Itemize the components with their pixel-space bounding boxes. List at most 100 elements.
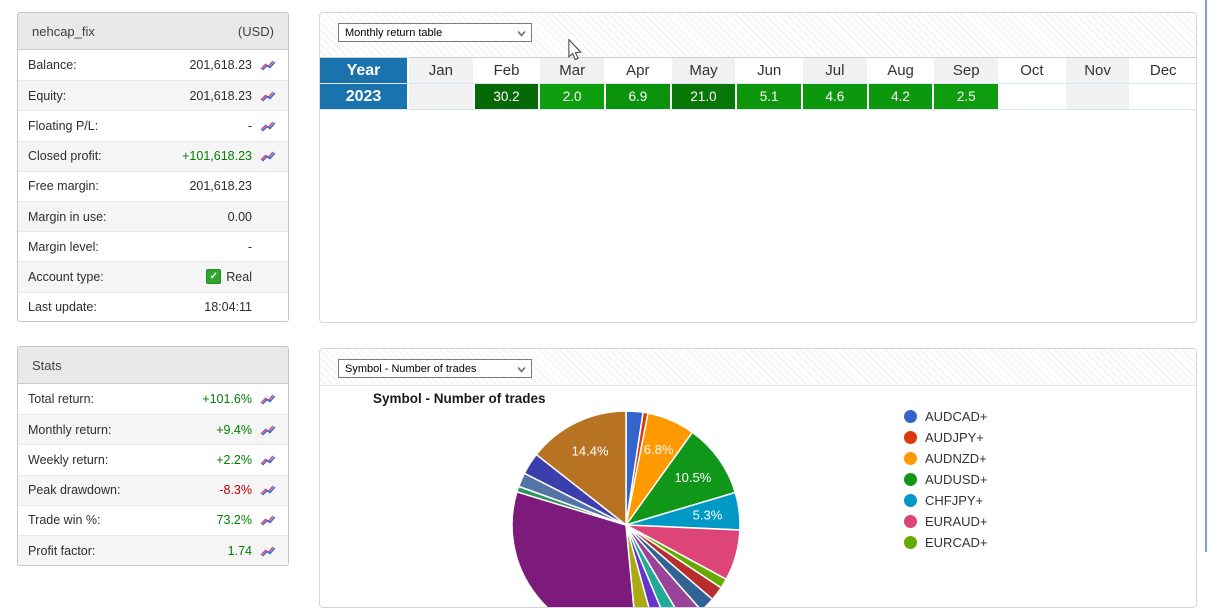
stat-value: 1.74 xyxy=(227,543,252,558)
chart-icon[interactable] xyxy=(260,453,276,466)
stat-label: Balance: xyxy=(28,58,77,73)
stat-row: Profit factor: 1.74 xyxy=(18,534,288,565)
pie-chart[interactable]: 6.8%10.5% 5.3% 14.4% xyxy=(499,404,759,608)
chart-icon[interactable] xyxy=(260,392,276,405)
chart-icon[interactable] xyxy=(260,89,276,102)
account-rows: Balance: 201,618.23 Equity: 201,618.23 Float… xyxy=(18,50,288,321)
stat-value-group: +2.2% xyxy=(216,453,278,467)
month-header-cell: May xyxy=(670,58,737,83)
legend-label: EURAUD+ xyxy=(925,514,988,529)
stat-value: +101,618.23 xyxy=(182,149,252,164)
legend-dot xyxy=(904,410,917,423)
stat-row: Margin in use: 0.00 xyxy=(18,200,288,232)
month-header-cell: Sep xyxy=(933,58,1000,83)
chart-icon-slot xyxy=(260,392,278,406)
stat-label: Account type: xyxy=(28,269,104,284)
stat-value-group: 1.74 xyxy=(228,544,278,558)
stat-label: Weekly return: xyxy=(28,452,109,467)
stat-value: +2.2% xyxy=(216,452,252,467)
legend-item[interactable]: EURCAD+ xyxy=(904,535,988,550)
month-header-cell: Mar xyxy=(539,58,606,83)
chart-icon-slot xyxy=(260,149,278,163)
legend-label: AUDNZD+ xyxy=(925,451,987,466)
return-cell xyxy=(1130,84,1196,109)
month-header-cell: Jun xyxy=(736,58,803,83)
legend-item[interactable]: AUDJPY+ xyxy=(904,430,988,445)
monthly-return-dropdown-value: Monthly return table xyxy=(345,26,443,39)
pie-slice-label: 14.4% xyxy=(572,444,609,459)
stat-value-group: 201,618.23 xyxy=(189,89,278,103)
stat-value-group: 18:04:11 xyxy=(204,300,278,314)
chart-icon[interactable] xyxy=(260,544,276,557)
stat-row: Peak drawdown: -8.3% xyxy=(18,474,288,505)
stat-value-group: - xyxy=(242,240,278,254)
stat-value-group: 0.00 xyxy=(228,210,278,224)
chevron-down-icon xyxy=(517,367,526,373)
empty-icon-slot xyxy=(260,179,278,193)
pie-chart-title: Symbol - Number of trades xyxy=(373,391,546,406)
stat-value: 201,618.23 xyxy=(189,58,252,73)
legend-item[interactable]: AUDNZD+ xyxy=(904,451,988,466)
stat-label: Trade win %: xyxy=(28,513,101,528)
symbol-panel-toolbar: Symbol - Number of trades xyxy=(320,349,1196,386)
empty-icon-slot xyxy=(260,300,278,314)
chart-icon[interactable] xyxy=(260,483,276,496)
chart-icon[interactable] xyxy=(260,513,276,526)
stat-row: Weekly return: +2.2% xyxy=(18,444,288,474)
month-header-cell: Oct xyxy=(999,58,1065,83)
stat-value-group: - xyxy=(242,119,278,133)
return-cell: 30.2 xyxy=(473,84,540,109)
stat-row: Trade win %: 73.2% xyxy=(18,504,288,535)
monthly-return-dropdown[interactable]: Monthly return table xyxy=(338,23,532,42)
chart-icon-slot xyxy=(260,119,278,133)
legend-dot xyxy=(904,431,917,444)
chart-icon[interactable] xyxy=(260,149,276,162)
stats-panel-header: Stats xyxy=(18,347,288,384)
stat-row: Free margin: 201,618.23 xyxy=(18,170,288,201)
legend-item[interactable]: AUDCAD+ xyxy=(904,409,988,424)
chart-icon-slot xyxy=(260,483,278,497)
stat-label: Monthly return: xyxy=(28,422,112,437)
legend-item[interactable]: CHFJPY+ xyxy=(904,493,988,508)
stat-value: +9.4% xyxy=(216,422,252,437)
stat-label: Floating P/L: xyxy=(28,118,99,133)
stat-row: Account type: ✓ Real xyxy=(18,261,288,292)
return-cell: 5.1 xyxy=(736,84,803,109)
table-data-row: 2023 30.2 2.0 6.9 21.0 5.1 4.6 4.2 2.5 xyxy=(320,84,1196,110)
stat-row: Margin level: - xyxy=(18,231,288,261)
stat-row: Total return: +101.6% xyxy=(18,384,288,414)
stat-value-group: 201,618.23 xyxy=(189,58,278,72)
stat-label: Margin level: xyxy=(28,239,99,254)
chart-icon[interactable] xyxy=(260,119,276,132)
legend-dot xyxy=(904,515,917,528)
legend-dot xyxy=(904,536,917,549)
pie-slice-label: 10.5% xyxy=(674,470,711,485)
legend-label: CHFJPY+ xyxy=(925,493,984,508)
stat-value: - xyxy=(247,239,252,254)
legend-label: AUDJPY+ xyxy=(925,430,984,445)
pie-slice[interactable] xyxy=(624,431,737,527)
legend-item[interactable]: EURAUD+ xyxy=(904,514,988,529)
stat-value: 201,618.23 xyxy=(189,179,252,194)
stat-value: 73.2% xyxy=(216,513,252,528)
return-cell xyxy=(1064,84,1131,109)
chart-icon-slot xyxy=(260,423,278,437)
pie-slice[interactable] xyxy=(535,410,627,527)
empty-icon-slot xyxy=(260,270,278,284)
stat-value-group: -8.3% xyxy=(219,483,278,497)
month-header-cell: Feb xyxy=(473,58,540,83)
chart-icon[interactable] xyxy=(260,58,276,71)
account-currency: (USD) xyxy=(237,23,274,39)
page-divider-line xyxy=(1205,0,1207,552)
legend-label: AUDCAD+ xyxy=(925,409,988,424)
chart-icon-slot xyxy=(260,89,278,103)
mouse-cursor-icon xyxy=(568,39,582,61)
pie-slice[interactable] xyxy=(625,524,656,608)
chart-icon[interactable] xyxy=(260,423,276,436)
symbol-trades-dropdown[interactable]: Symbol - Number of trades xyxy=(338,359,532,378)
stat-value: - xyxy=(247,118,252,133)
legend-item[interactable]: AUDUSD+ xyxy=(904,472,988,487)
stat-value: +101.6% xyxy=(202,392,252,407)
stat-value-group: +101.6% xyxy=(202,392,278,406)
stat-value: 18:04:11 xyxy=(204,300,252,315)
